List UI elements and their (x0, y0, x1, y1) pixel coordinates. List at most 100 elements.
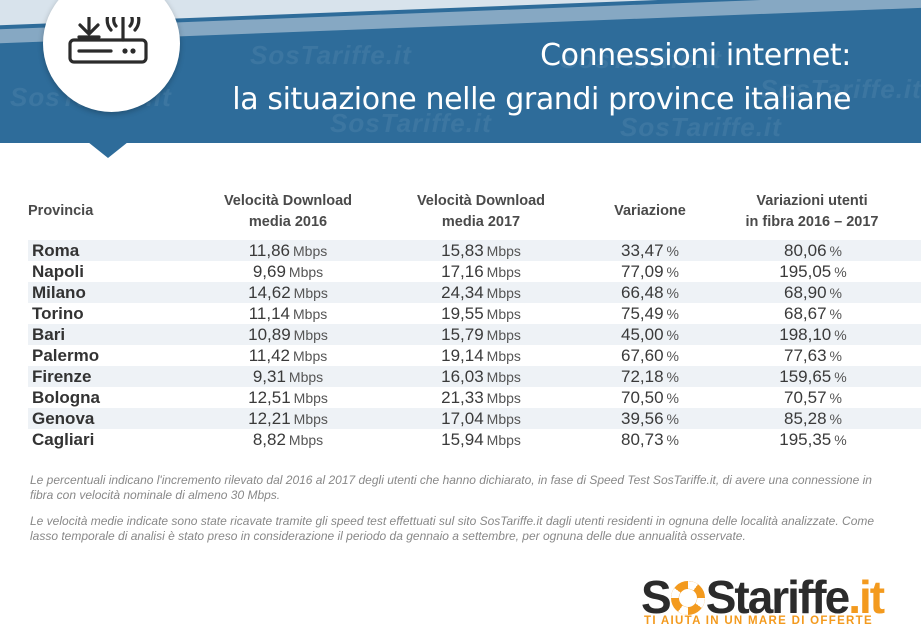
cell-download-2016-unit: Mbps (288, 432, 324, 448)
cell-provincia: Bari (32, 324, 65, 345)
cell-download-2016-value: 11,14 (248, 304, 291, 323)
cell-download-2016-unit: Mbps (293, 243, 328, 259)
cell-fibra-unit: % (829, 390, 842, 406)
cell-fibra: 159,65% (743, 366, 883, 387)
cell-download-2016: 8,82 Mbps (188, 429, 388, 450)
cell-download-2017-value: 21,33 (441, 388, 484, 407)
cell-download-2016: 14,62 Mbps (188, 282, 388, 303)
cell-download-2017: 16,03 Mbps (381, 366, 581, 387)
cell-variazione-value: 67,60 (621, 346, 664, 365)
watermark: SosTariffe.it (560, 44, 722, 74)
cell-fibra-value: 198,10 (779, 325, 832, 344)
cell-download-2017: 19,55 Mbps (381, 303, 581, 324)
cell-download-2016-unit: Mbps (293, 327, 328, 343)
cell-download-2017: 19,14 Mbps (381, 345, 581, 366)
cell-provincia-value: Genova (32, 409, 95, 428)
cell-download-2016-unit: Mbps (293, 390, 328, 406)
cell-download-2016-unit: Mbps (293, 306, 328, 322)
cell-fibra: 70,57% (743, 387, 883, 408)
page-title-line1: Connessioni internet: (540, 38, 851, 73)
column-header-download-2017: Velocità Download media 2017 (416, 193, 546, 231)
cell-variazione: 77,09% (575, 261, 725, 282)
cell-download-2017-unit: Mbps (486, 243, 521, 259)
cell-variazione-value: 80,73 (621, 430, 664, 449)
cell-variazione-value: 70,50 (621, 388, 664, 407)
logo-tariffe: tariffe (734, 571, 850, 623)
cell-fibra-value: 85,28 (784, 409, 827, 428)
cell-provincia-value: Cagliari (32, 430, 95, 449)
cell-download-2017-value: 19,55 (441, 304, 484, 323)
cell-download-2016-unit: Mbps (293, 411, 328, 427)
cell-download-2016: 10,89 Mbps (188, 324, 388, 345)
cell-download-2017-unit: Mbps (486, 411, 521, 427)
cell-download-2016-value: 9,31 (252, 367, 286, 386)
table-row: Milano 14,62 Mbps 24,34 Mbps 66,48% 68,90% (28, 282, 921, 303)
cell-download-2017-value: 15,83 (441, 241, 484, 260)
header-banner: SosTariffe.it SosTariffe.it SosTariffe.i… (0, 0, 921, 143)
cell-download-2017: 24,34 Mbps (381, 282, 581, 303)
cell-download-2017: 17,04 Mbps (381, 408, 581, 429)
cell-download-2016-value: 11,42 (248, 346, 291, 365)
cell-fibra-unit: % (834, 369, 847, 385)
cell-provincia-value: Roma (32, 241, 80, 260)
table-row: Genova 12,21 Mbps 17,04 Mbps 39,56% 85,28% (28, 408, 921, 429)
cell-variazione-value: 45,00 (621, 325, 664, 344)
cell-variazione: 66,48% (575, 282, 725, 303)
cell-fibra-unit: % (829, 306, 842, 322)
cell-variazione-value: 66,48 (621, 283, 664, 302)
cell-download-2017-unit: Mbps (486, 390, 521, 406)
footnote-velocita: Le velocità medie indicate sono state ri… (30, 514, 875, 543)
page-title-line2: la situazione nelle grandi province ital… (232, 82, 851, 117)
cell-download-2017-unit: Mbps (486, 327, 521, 343)
cell-download-2016: 11,42 Mbps (188, 345, 388, 366)
cell-download-2017-value: 15,94 (441, 430, 484, 449)
icon-badge (43, 0, 180, 112)
cell-variazione-value: 75,49 (621, 304, 664, 323)
table-row: Cagliari 8,82 Mbps 15,94 Mbps 80,73% 195,35% (28, 429, 921, 450)
cell-download-2016: 9,69 Mbps (188, 261, 388, 282)
cell-download-2017-unit: Mbps (486, 306, 521, 322)
cell-provincia: Palermo (32, 345, 99, 366)
cell-variazione-unit: % (666, 306, 679, 322)
column-header-provincia: Provincia (28, 203, 94, 219)
sostariffe-logo: S Stariffe.it TI AIUTA IN UN MARE DI OFFE… (641, 571, 885, 627)
cell-fibra: 195,05% (743, 261, 883, 282)
watermark: SosTariffe.it (760, 74, 921, 104)
cell-download-2016-value: 12,51 (248, 388, 291, 407)
cell-download-2017: 17,16 Mbps (381, 261, 581, 282)
cell-provincia: Genova (32, 408, 94, 429)
cell-download-2016-unit: Mbps (293, 348, 328, 364)
cell-provincia: Roma (32, 240, 79, 261)
logo-wordmark: S Stariffe.it (641, 571, 885, 623)
logo-s1: S (641, 571, 672, 623)
cell-fibra-value: 80,06 (784, 241, 827, 260)
cell-download-2016-value: 11,86 (248, 241, 291, 260)
cell-fibra-unit: % (834, 432, 847, 448)
lifebuoy-icon (670, 581, 705, 615)
cell-provincia: Bologna (32, 387, 100, 408)
cell-download-2017: 15,83 Mbps (381, 240, 581, 261)
cell-fibra: 77,63% (743, 345, 883, 366)
cell-variazione: 45,00% (575, 324, 725, 345)
cell-provincia: Napoli (32, 261, 84, 282)
cell-variazione-unit: % (666, 432, 679, 448)
cell-download-2017-unit: Mbps (486, 264, 521, 280)
cell-provincia-value: Milano (32, 283, 86, 302)
cell-download-2016: 11,14 Mbps (188, 303, 388, 324)
cell-fibra: 80,06% (743, 240, 883, 261)
cell-download-2017-value: 17,16 (441, 262, 484, 281)
cell-download-2016: 12,51 Mbps (188, 387, 388, 408)
cell-provincia: Torino (32, 303, 84, 324)
cell-variazione-unit: % (666, 264, 679, 280)
cell-provincia: Firenze (32, 366, 92, 387)
cell-download-2016-value: 10,89 (248, 325, 291, 344)
cell-download-2017-value: 19,14 (441, 346, 484, 365)
cell-fibra-unit: % (829, 285, 842, 301)
footnote-fibra: Le percentuali indicano l'incremento ril… (30, 473, 872, 502)
cell-provincia-value: Palermo (32, 346, 100, 365)
cell-download-2016-unit: Mbps (293, 285, 328, 301)
cell-provincia-value: Bari (32, 325, 66, 344)
cell-variazione: 72,18% (575, 366, 725, 387)
watermark: SosTariffe.it (620, 112, 782, 142)
table-row: Torino 11,14 Mbps 19,55 Mbps 75,49% 68,67% (28, 303, 921, 324)
